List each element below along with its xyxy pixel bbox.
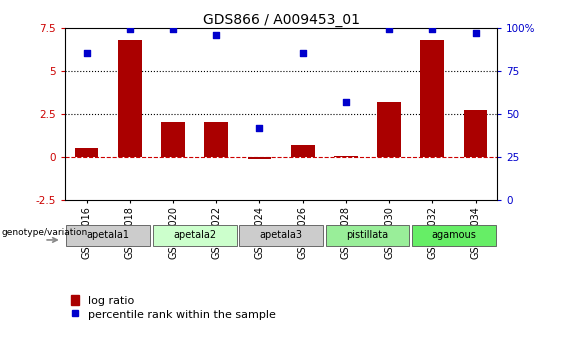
Bar bbox=[291, 145, 315, 157]
Text: apetala3: apetala3 bbox=[259, 230, 303, 240]
Point bbox=[428, 27, 437, 32]
Bar bbox=[75, 148, 98, 157]
Point bbox=[255, 125, 264, 130]
Point bbox=[168, 27, 177, 32]
Title: GDS866 / A009453_01: GDS866 / A009453_01 bbox=[203, 12, 359, 27]
Point bbox=[125, 27, 134, 32]
Text: genotype/variation: genotype/variation bbox=[1, 228, 88, 237]
Bar bbox=[153, 225, 237, 246]
Bar bbox=[118, 40, 142, 157]
Text: agamous: agamous bbox=[432, 230, 476, 240]
Text: apetala1: apetala1 bbox=[86, 230, 130, 240]
Bar bbox=[412, 225, 496, 246]
Bar bbox=[334, 156, 358, 157]
Bar bbox=[239, 225, 323, 246]
Bar bbox=[161, 122, 185, 157]
Point bbox=[385, 27, 394, 32]
Bar bbox=[464, 110, 488, 157]
Point bbox=[82, 51, 91, 56]
Point bbox=[212, 32, 221, 37]
Bar bbox=[66, 225, 150, 246]
Point bbox=[298, 51, 307, 56]
Bar bbox=[420, 40, 444, 157]
Bar bbox=[247, 157, 271, 159]
Bar bbox=[377, 102, 401, 157]
Point bbox=[341, 99, 350, 105]
Text: apetala2: apetala2 bbox=[173, 230, 216, 240]
Point bbox=[471, 30, 480, 36]
Bar bbox=[205, 122, 228, 157]
Bar bbox=[325, 225, 410, 246]
Text: pistillata: pistillata bbox=[346, 230, 389, 240]
Legend: log ratio, percentile rank within the sample: log ratio, percentile rank within the sa… bbox=[71, 295, 276, 319]
